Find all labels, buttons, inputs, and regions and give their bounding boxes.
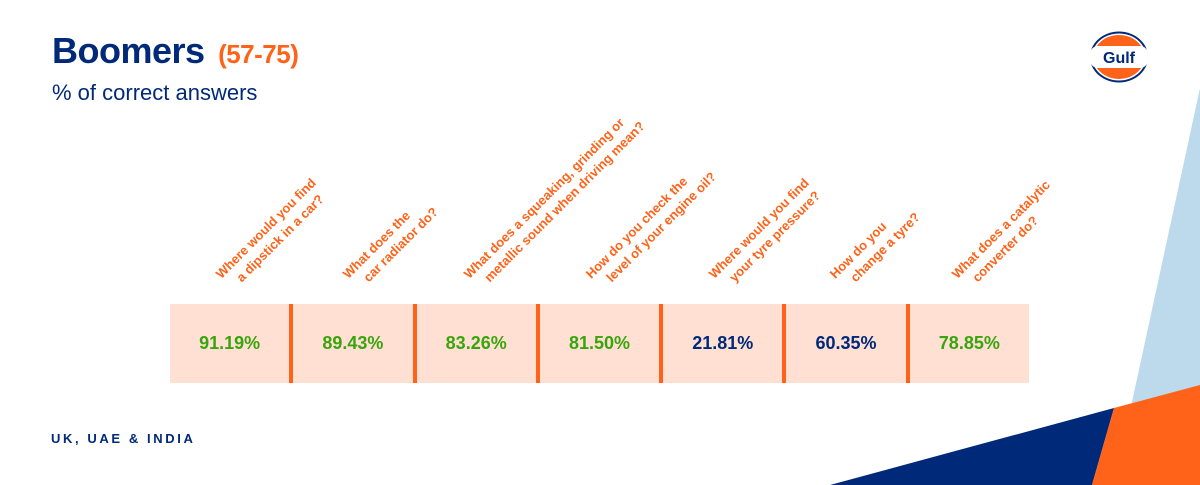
page-subtitle: % of correct answers — [52, 80, 258, 105]
result-cell: 81.50% — [535, 304, 659, 383]
result-cell: 89.43% — [289, 304, 412, 383]
region-footer: UK, UAE & INDIA — [51, 431, 196, 446]
light-blue-wedge — [1114, 88, 1200, 485]
gulf-logo-icon: Gulf — [1090, 31, 1148, 83]
results-strip: 91.19% 89.43% 83.26% 81.50% 21.81% 60.35… — [170, 304, 1029, 383]
orange-quad — [1092, 385, 1200, 485]
result-cell: 78.85% — [905, 304, 1029, 383]
result-cell: 60.35% — [782, 304, 905, 383]
result-cell: 21.81% — [659, 304, 782, 383]
page-title: Boomers (57-75) — [52, 30, 299, 72]
age-range: (57-75) — [218, 39, 299, 69]
title-text: Boomers — [52, 30, 205, 71]
navy-triangle — [830, 408, 1114, 485]
result-cell: 83.26% — [412, 304, 536, 383]
result-cell: 91.19% — [199, 333, 261, 353]
svg-text:Gulf: Gulf — [1103, 50, 1136, 67]
